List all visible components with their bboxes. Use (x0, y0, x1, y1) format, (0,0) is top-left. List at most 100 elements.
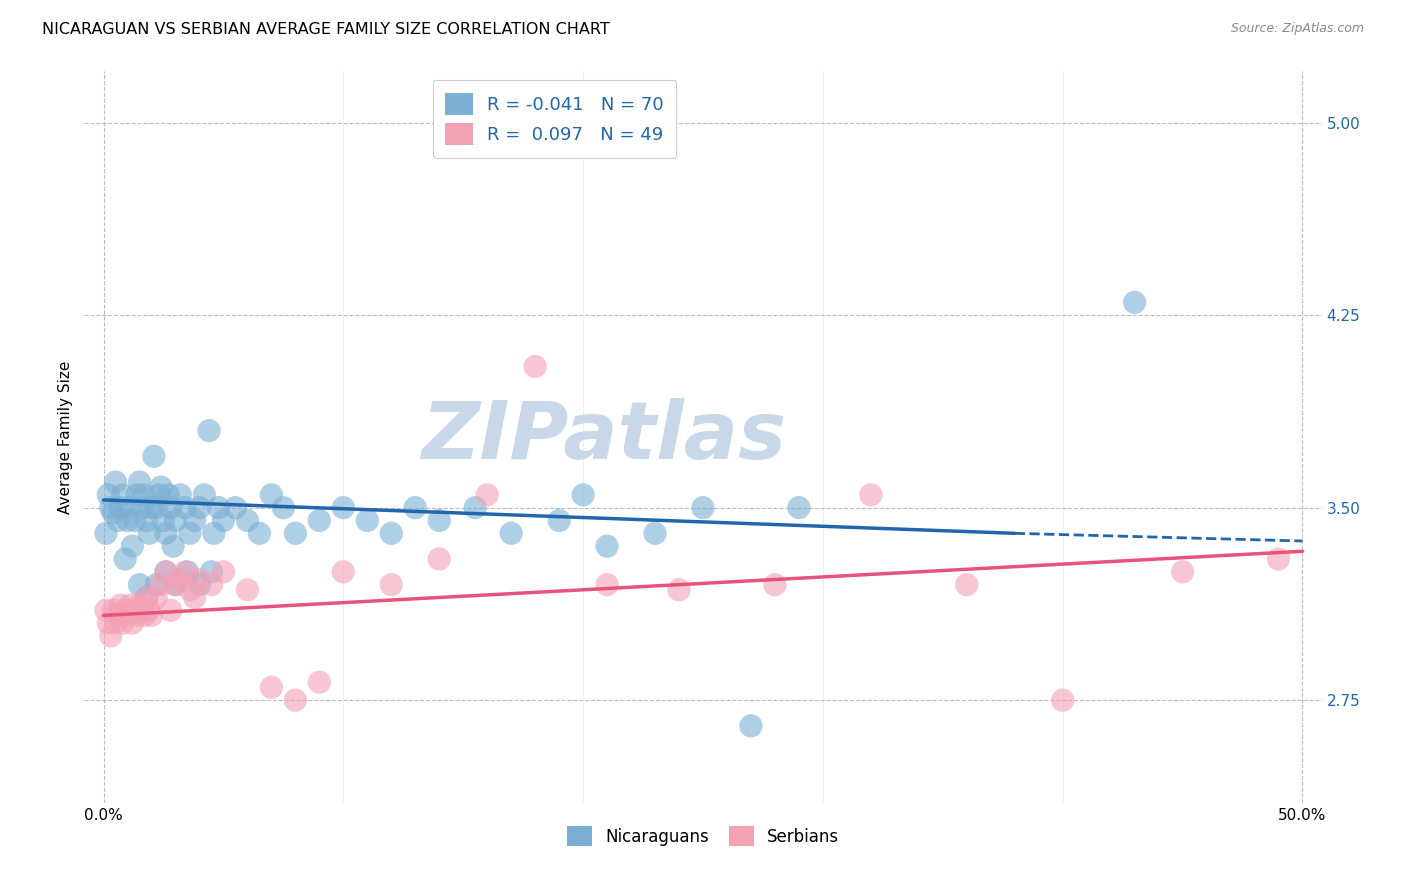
Point (247, 526, 270, 541)
Point (956, 577, 979, 591)
Point (356, 514, 378, 528)
Point (128, 577, 150, 591)
Point (200, 565, 222, 579)
Point (477, 488, 499, 502)
Point (104, 475, 127, 489)
Point (97, 616, 120, 631)
Point (176, 565, 198, 579)
Point (114, 552, 136, 566)
Point (124, 514, 146, 528)
Point (124, 603, 146, 617)
Text: ZIPatlas: ZIPatlas (422, 398, 786, 476)
Point (380, 577, 402, 591)
Point (134, 488, 156, 502)
Point (104, 616, 127, 631)
Point (101, 603, 124, 617)
Point (117, 608, 139, 623)
Point (188, 573, 211, 587)
Point (644, 526, 666, 541)
Point (332, 565, 354, 579)
Point (94, 603, 117, 617)
Point (118, 598, 141, 612)
Point (145, 577, 167, 591)
Point (572, 488, 595, 502)
Point (135, 591, 157, 605)
Point (169, 488, 191, 502)
Point (150, 577, 173, 591)
Point (524, 359, 547, 374)
Point (165, 577, 187, 591)
Point (131, 603, 153, 617)
Point (1267, 552, 1289, 566)
Point (110, 598, 132, 612)
Point (273, 500, 295, 515)
Point (114, 603, 136, 617)
Point (131, 500, 153, 515)
Point (141, 500, 163, 515)
Point (94, 526, 117, 541)
Point (200, 577, 222, 591)
Point (150, 480, 173, 494)
Point (236, 582, 259, 597)
Point (183, 514, 205, 528)
Point (332, 500, 354, 515)
Point (1123, 295, 1146, 310)
Point (162, 539, 184, 553)
Point (165, 577, 187, 591)
Point (127, 608, 149, 623)
Point (121, 539, 143, 553)
Point (111, 616, 134, 631)
Point (118, 500, 141, 515)
Point (174, 500, 197, 515)
Point (138, 526, 160, 541)
Point (284, 526, 307, 541)
Point (111, 488, 134, 502)
Point (159, 500, 181, 515)
Point (107, 608, 129, 623)
Point (212, 514, 235, 528)
Point (110, 500, 132, 515)
Point (157, 488, 180, 502)
Point (188, 500, 211, 515)
Text: Source: ZipAtlas.com: Source: ZipAtlas.com (1230, 22, 1364, 36)
Point (128, 475, 150, 489)
Point (464, 500, 486, 515)
Point (174, 565, 197, 579)
Point (236, 514, 259, 528)
Point (404, 500, 426, 515)
Point (193, 488, 215, 502)
Legend: Nicaraguans, Serbians: Nicaraguans, Serbians (560, 820, 846, 853)
Point (740, 719, 762, 733)
Point (100, 500, 122, 515)
Point (859, 488, 882, 502)
Point (148, 488, 170, 502)
Point (107, 514, 129, 528)
Point (260, 681, 283, 695)
Point (134, 608, 156, 623)
Point (212, 565, 235, 579)
Point (165, 514, 187, 528)
Point (183, 591, 205, 605)
Point (128, 598, 150, 612)
Point (155, 565, 177, 579)
Point (188, 577, 211, 591)
Point (501, 526, 523, 541)
Point (138, 603, 160, 617)
Point (179, 582, 201, 597)
Point (117, 514, 139, 528)
Point (596, 577, 619, 591)
Point (155, 526, 177, 541)
Point (763, 577, 786, 591)
Point (380, 526, 402, 541)
Point (548, 514, 571, 528)
Point (787, 500, 810, 515)
Point (596, 539, 619, 553)
Point (100, 629, 122, 643)
Point (260, 488, 283, 502)
Point (427, 514, 450, 528)
Point (101, 506, 124, 520)
Point (142, 450, 165, 464)
Point (127, 488, 149, 502)
Text: NICARAGUAN VS SERBIAN AVERAGE FAMILY SIZE CORRELATION CHART: NICARAGUAN VS SERBIAN AVERAGE FAMILY SIZ… (42, 22, 610, 37)
Point (308, 675, 330, 690)
